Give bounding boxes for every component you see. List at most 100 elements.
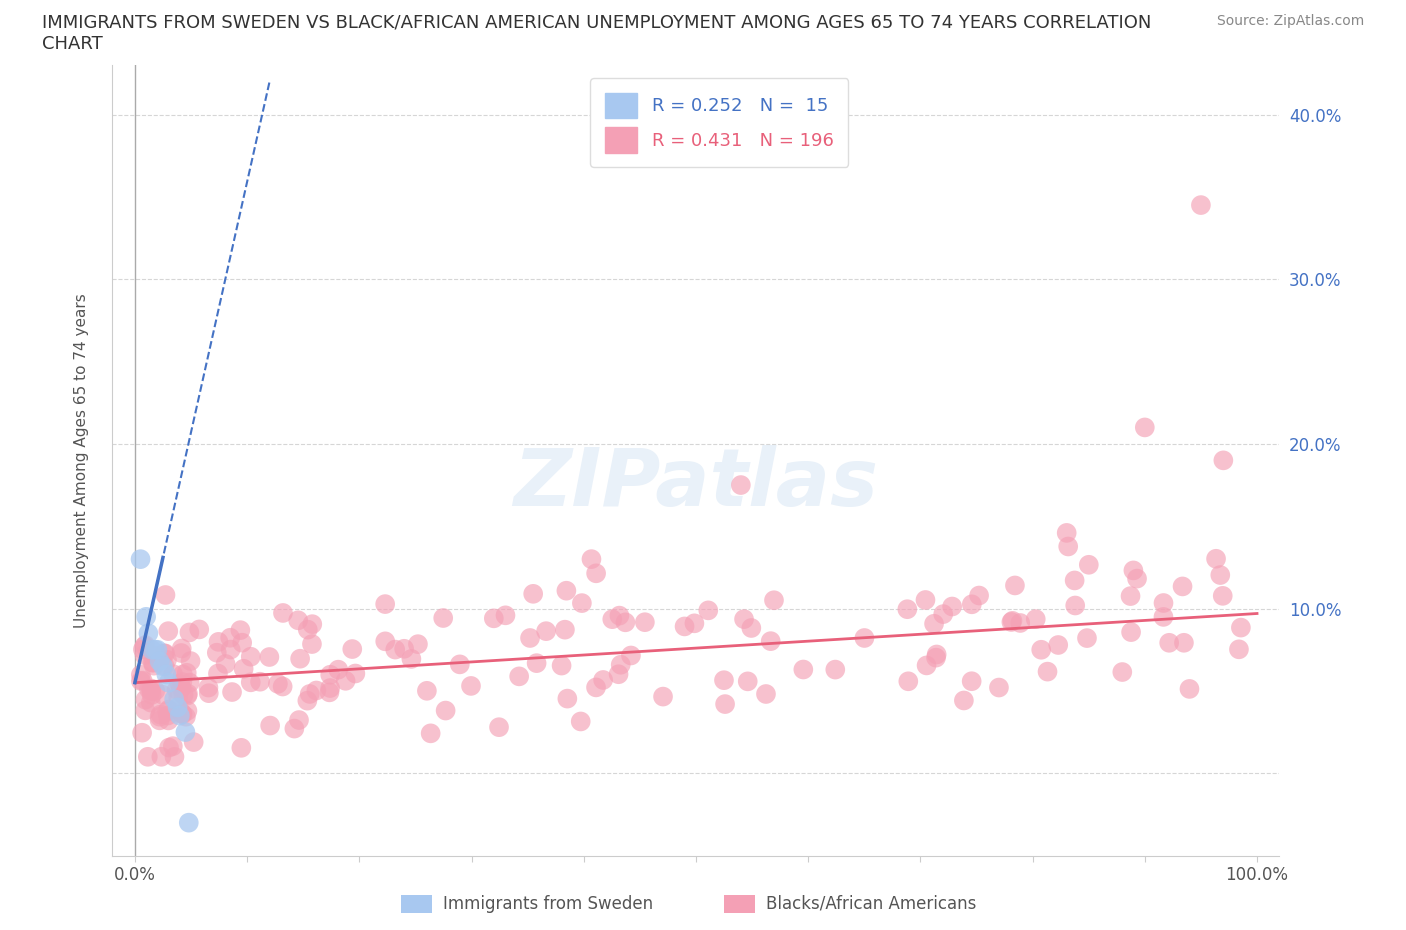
Point [172, 667, 194, 682]
Point [614, 615, 637, 630]
Point [149, 713, 172, 728]
Point [1212, 589, 1234, 604]
Point [335, 673, 357, 688]
Point [434, 703, 457, 718]
Point [179, 675, 201, 690]
Point [129, 668, 152, 683]
Point [1077, 557, 1099, 572]
Point [139, 695, 162, 710]
Point [129, 551, 152, 566]
Point [634, 615, 657, 630]
Point [155, 588, 177, 603]
Point [932, 606, 955, 621]
Point [149, 654, 172, 669]
Point [406, 637, 429, 652]
Point [149, 707, 172, 722]
Point [607, 667, 630, 682]
Point [585, 565, 607, 580]
Point [522, 587, 544, 602]
Point [141, 687, 163, 702]
Point [174, 710, 197, 724]
Point [142, 658, 165, 673]
Point [714, 697, 737, 711]
Point [298, 686, 321, 701]
Point [141, 655, 163, 670]
Point [550, 658, 572, 673]
Point [1171, 579, 1194, 594]
Point [416, 684, 439, 698]
Point [141, 681, 163, 696]
Point [526, 656, 548, 671]
Point [1064, 598, 1087, 613]
Point [401, 651, 423, 666]
Point [1001, 614, 1024, 629]
Point [925, 650, 948, 665]
Point [953, 693, 976, 708]
Point [1212, 453, 1234, 468]
Point [134, 638, 156, 653]
Point [581, 551, 603, 566]
Point [231, 740, 253, 755]
Point [259, 718, 281, 733]
Point [305, 683, 328, 698]
Point [170, 645, 193, 660]
Point [318, 684, 340, 699]
Point [180, 654, 202, 669]
Point [259, 649, 281, 664]
Text: Source: ZipAtlas.com: Source: ZipAtlas.com [1216, 14, 1364, 28]
Point [987, 680, 1010, 695]
Point [737, 674, 759, 689]
Point [1126, 571, 1149, 586]
Point [232, 661, 254, 676]
Point [1004, 578, 1026, 593]
Point [176, 703, 198, 718]
Point [1063, 573, 1085, 588]
Point [1159, 635, 1181, 650]
Point [713, 672, 735, 687]
Point [730, 478, 752, 493]
Point [328, 662, 350, 677]
Point [374, 634, 396, 649]
Point [1122, 563, 1144, 578]
Point [176, 665, 198, 680]
Point [1047, 638, 1070, 653]
Text: CHART: CHART [42, 35, 103, 53]
Point [141, 643, 163, 658]
Point [214, 657, 236, 671]
Point [173, 687, 195, 702]
Text: IMMIGRANTS FROM SWEDEN VS BLACK/AFRICAN AMERICAN UNEMPLOYMENT AMONG AGES 65 TO 7: IMMIGRANTS FROM SWEDEN VS BLACK/AFRICAN … [42, 14, 1152, 32]
Point [1111, 665, 1133, 680]
Point [941, 599, 963, 614]
Point [153, 646, 176, 661]
Point [131, 725, 153, 740]
Point [136, 750, 159, 764]
Point [508, 669, 530, 684]
Point [571, 595, 593, 610]
Point [740, 620, 762, 635]
Point [762, 592, 785, 607]
Point [488, 720, 510, 735]
Point [172, 706, 194, 721]
Point [197, 680, 219, 695]
Point [432, 611, 454, 626]
Point [271, 605, 294, 620]
Point [157, 675, 180, 690]
Point [1152, 609, 1174, 624]
Point [419, 726, 441, 741]
Point [1119, 625, 1142, 640]
Point [141, 684, 163, 698]
Point [1205, 551, 1227, 566]
Point [1031, 643, 1053, 658]
Point [288, 712, 311, 727]
Point [174, 724, 197, 739]
Point [301, 617, 323, 631]
Point [157, 713, 180, 728]
Point [1010, 616, 1032, 631]
Point [167, 690, 190, 705]
Point [600, 612, 623, 627]
Point [554, 622, 576, 637]
Point [267, 676, 290, 691]
Point [592, 672, 614, 687]
Point [482, 611, 505, 626]
Point [1056, 525, 1078, 540]
